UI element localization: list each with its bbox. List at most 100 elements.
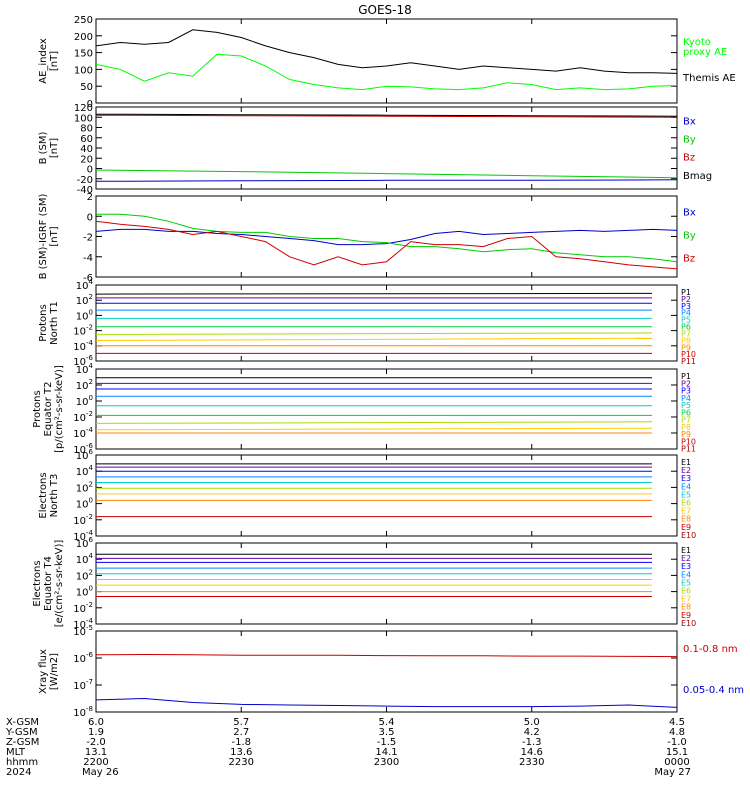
legend-item: P4 (681, 394, 691, 403)
legend-item: Kyoto (683, 37, 711, 48)
y-tick-label: 10-4 (73, 339, 93, 353)
y-tick-label: 104 (76, 464, 94, 478)
y-tick-label: -4 (83, 253, 93, 264)
legend-item: E8 (681, 515, 691, 524)
ephemeris-row-label: hhmm (6, 757, 38, 768)
y-axis-label: Xray flux[W/m2] (38, 649, 60, 694)
y-axis-label: B (SM)-IGRF (SM)[nT] (38, 194, 60, 280)
legend-item: P10 (681, 350, 696, 359)
legend-item: E9 (681, 611, 691, 620)
y-tick-label: 10-6 (73, 354, 93, 368)
y-tick-label: -40 (77, 185, 93, 196)
legend-item: P8 (681, 423, 691, 432)
y-tick-label: 0 (87, 99, 93, 110)
legend-item: Bmag (683, 171, 712, 182)
legend-item: P7 (681, 416, 691, 425)
ephemeris-value: May 26 (82, 767, 119, 778)
ephemeris-value: -2.0 (86, 737, 106, 748)
y-tick-label: 104 (76, 278, 94, 292)
y-tick-label: 104 (76, 552, 94, 566)
legend-item: By (683, 135, 696, 146)
legend-item: P9 (681, 343, 691, 352)
ephemeris-value: 4.8 (669, 727, 685, 738)
y-axis-label: ElectronsNorth T3 (38, 472, 60, 518)
y-tick-label: 0 (87, 165, 93, 176)
y-tick-label: 106 (76, 536, 94, 550)
panel-frame (95, 284, 678, 362)
panel-frame (95, 630, 678, 713)
y-tick-label: 10-5 (73, 624, 93, 638)
series-line-themis-ae (96, 29, 677, 74)
ephemeris-row-label: Y-GSM (5, 727, 38, 738)
legend-item: Bz (683, 153, 695, 164)
legend-item: P1 (681, 372, 691, 381)
legend-item: P5 (681, 401, 691, 410)
series-line-0-05-0-4-nm (96, 697, 677, 708)
series-group (96, 463, 652, 518)
y-tick-label: 10-8 (73, 705, 93, 719)
y-tick-label: 20 (80, 154, 93, 165)
series-line-by (96, 169, 677, 179)
y-tick-label: 104 (76, 362, 94, 376)
y-tick-label: 10-4 (73, 617, 93, 631)
legend-item: P3 (681, 302, 691, 311)
ephemeris-value: 5.4 (379, 717, 395, 728)
legend-item: E3 (681, 562, 691, 571)
y-axis-label: ProtonsNorth T1 (38, 301, 60, 345)
legend-item: By (683, 230, 696, 241)
ephemeris-value: 13.6 (230, 747, 252, 758)
legend-item: E2 (681, 466, 691, 475)
ephemeris-value: 14.6 (521, 747, 543, 758)
series-group (96, 377, 653, 434)
y-tick-label: 2 (87, 192, 93, 203)
ephemeris-row-label: MLT (6, 747, 26, 758)
y-tick-label: 60 (80, 134, 93, 145)
legend-item: E7 (681, 507, 691, 516)
ephemeris-value: 4.5 (669, 717, 685, 728)
y-tick-label: 102 (76, 293, 93, 307)
legend-item: E9 (681, 523, 691, 532)
series-group (96, 213, 677, 270)
y-tick-label: 100 (76, 394, 93, 408)
legend-item: P3 (681, 387, 691, 396)
y-tick-label: 80 (80, 124, 93, 135)
legend-item: Bz (683, 254, 695, 265)
ephemeris-value: 2200 (83, 757, 108, 768)
series-line-p7 (96, 332, 653, 335)
legend-item: proxy AE (683, 47, 727, 58)
series-line-bmag (96, 113, 677, 117)
series-group (96, 113, 677, 182)
plot-title: GOES-18 (358, 3, 412, 17)
panel-frame (95, 542, 678, 625)
ephemeris-value: -1.8 (231, 737, 251, 748)
y-tick-label: -6 (83, 273, 93, 284)
y-axis-label: B (SM)[nT] (38, 131, 60, 164)
legend-item: E6 (681, 587, 691, 596)
y-axis-label: ProtonsEquator T2[p/(cm²-s-sr-keV)] (32, 365, 65, 453)
series-group (96, 653, 677, 708)
legend-item: Bx (683, 116, 696, 127)
ephemeris-value: -1.0 (667, 737, 687, 748)
legend-item: P1 (681, 288, 691, 297)
legend-item: E4 (681, 570, 691, 579)
ephemeris-value: -1.5 (377, 737, 397, 748)
ephemeris-value: 15.1 (666, 747, 688, 758)
series-group (96, 292, 653, 354)
panel-eeq: 106 104 102 100 10-2 10-4 ElectronsEquator T4[… (32, 536, 696, 631)
ephemeris-value: May 27 (654, 767, 691, 778)
y-tick-label: 200 (74, 32, 93, 43)
ephemeris-row-label: Z-GSM (6, 737, 39, 748)
y-tick-label: 102 (76, 480, 93, 494)
ephemeris-value: 5.7 (233, 717, 249, 728)
legend-item: E2 (681, 554, 691, 563)
y-tick-label: 100 (76, 308, 93, 322)
ephemeris-value: 2230 (229, 757, 254, 768)
y-axis-label: ElectronsEquator T4[e/(cm²-s-sr-keV)] (32, 540, 65, 628)
y-tick-label: 100 (76, 497, 93, 511)
legend-item: P11 (681, 357, 696, 366)
ephemeris-value: 2.7 (233, 727, 249, 738)
y-tick-label: 10-2 (73, 324, 93, 338)
